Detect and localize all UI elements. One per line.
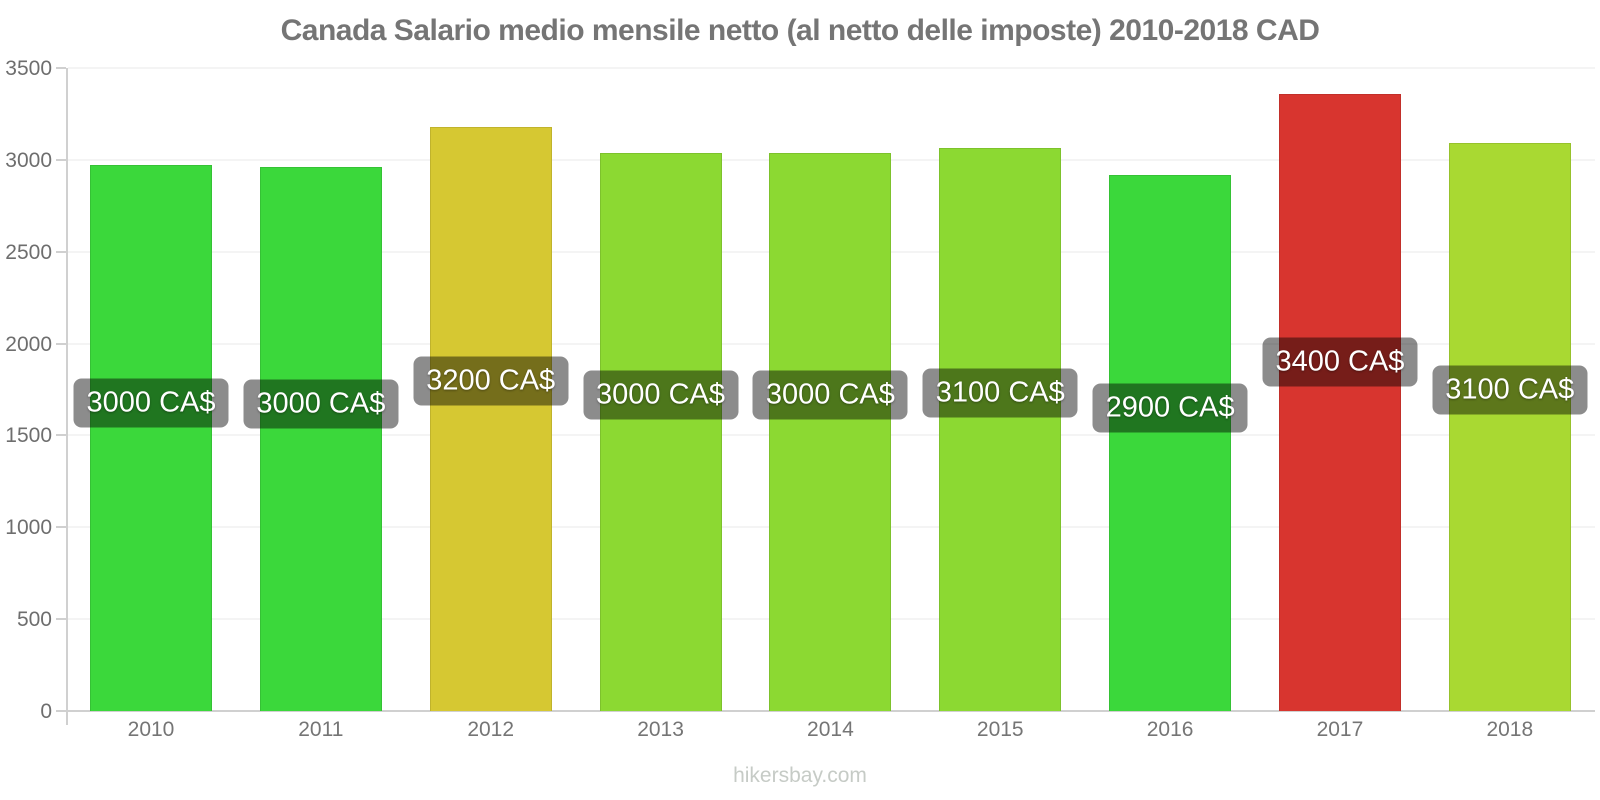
bar-2013[interactable] <box>599 152 722 711</box>
bar-2014[interactable] <box>769 152 892 711</box>
x-axis-label-2018: 2018 <box>1486 718 1534 741</box>
watermark-hikersbay: hikersbay.com <box>733 764 867 787</box>
x-axis-label-2012: 2012 <box>467 718 515 741</box>
bar-value-label-2018: 3100 CA$ <box>1432 365 1588 415</box>
y-axis-tick-3500 <box>56 67 66 69</box>
y-axis-tick-label-3500: 3500 <box>5 57 52 80</box>
gridline-3500 <box>68 67 1595 69</box>
bar-value-label-2010: 3000 CA$ <box>73 378 229 428</box>
y-axis-line <box>66 68 68 725</box>
bar-2017[interactable] <box>1278 93 1401 711</box>
bar-2011[interactable] <box>259 167 382 711</box>
y-axis-tick-label-1000: 1000 <box>5 516 52 540</box>
y-axis-tick-label-2000: 2000 <box>5 332 52 356</box>
y-axis-tick-1500 <box>56 434 66 437</box>
y-axis-tick-label-0: 0 <box>40 700 52 723</box>
y-axis-tick-3000 <box>56 158 66 161</box>
x-axis-label-2015: 2015 <box>976 718 1024 741</box>
bar-value-label-2012: 3200 CA$ <box>413 356 569 406</box>
x-axis-label-2017: 2017 <box>1316 718 1364 741</box>
bar-2010[interactable] <box>90 165 212 711</box>
x-axis-line <box>66 710 1595 712</box>
x-axis-label-2010: 2010 <box>127 718 175 741</box>
y-axis-tick-2500 <box>56 250 66 253</box>
bar-value-label-2015: 3100 CA$ <box>922 368 1078 418</box>
y-axis-tick-label-500: 500 <box>16 608 52 632</box>
x-axis-label-2011: 2011 <box>298 718 344 741</box>
bar-2012[interactable] <box>429 126 552 711</box>
bar-value-label-2011: 3000 CA$ <box>243 379 399 429</box>
bar-value-label-2013: 3000 CA$ <box>583 370 739 420</box>
y-axis-tick-2000 <box>56 342 66 345</box>
bar-value-label-2017: 3400 CA$ <box>1262 337 1418 387</box>
bar-value-label-2014: 3000 CA$ <box>752 370 908 420</box>
x-axis-label-2014: 2014 <box>807 718 854 741</box>
x-axis-label-2013: 2013 <box>637 718 684 741</box>
y-axis-tick-1000 <box>56 526 66 529</box>
y-axis-tick-500 <box>56 618 66 621</box>
y-axis-tick-label-1500: 1500 <box>5 424 52 448</box>
bar-2015[interactable] <box>939 147 1062 711</box>
x-axis-label-2016: 2016 <box>1146 718 1194 741</box>
bar-value-label-2016: 2900 CA$ <box>1092 383 1248 433</box>
bar-2018[interactable] <box>1448 143 1571 711</box>
y-axis-tick-0 <box>56 710 66 712</box>
chart-title: Canada Salario medio mensile netto (al n… <box>280 14 1320 47</box>
y-axis-tick-label-3000: 3000 <box>5 148 52 172</box>
bar-2016[interactable] <box>1109 174 1232 711</box>
y-axis-tick-label-2500: 2500 <box>5 240 52 264</box>
